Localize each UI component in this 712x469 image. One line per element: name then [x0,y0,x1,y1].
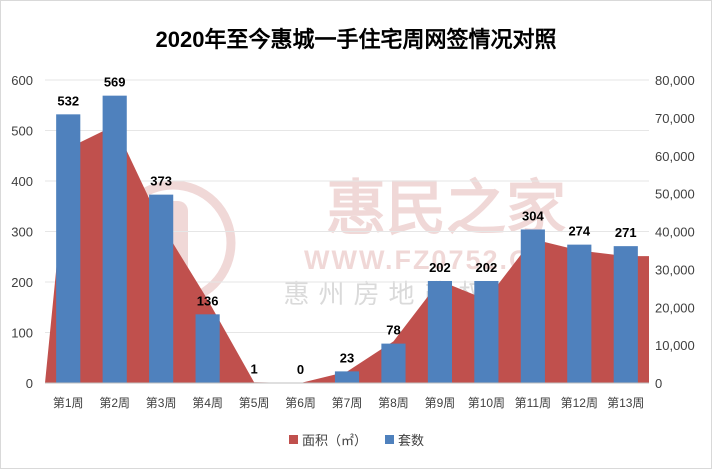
bar-data-label: 78 [386,323,400,338]
bar-data-label: 373 [150,174,172,189]
y-right-tick-label: 20,000 [655,300,695,315]
bar [381,343,406,383]
bar-data-label: 0 [297,362,304,377]
y-left-tick-label: 300 [11,225,33,240]
y-right-tick-label: 10,000 [655,338,695,353]
x-tick-label: 第5周 [239,396,270,410]
x-tick-label: 第13周 [607,396,644,410]
bar [520,229,545,383]
x-tick-label: 第4周 [192,396,223,410]
legend-label: 面积（㎡） [302,433,367,448]
data-labels: 532 569 373 136 1 0 23 78 202 202 304 274 271 [57,75,636,377]
chart-title: 2020年至今惠城一手住宅周网签情况对照 [156,27,557,52]
x-tick-label: 第1周 [53,396,84,410]
y-left-tick-label: 0 [26,376,33,391]
y-left-tick-label: 100 [11,326,33,341]
y-axis-left: 0 100 200 300 400 500 600 [11,73,33,391]
bar [149,194,174,383]
bar [195,314,220,383]
x-tick-label: 第9周 [425,396,456,410]
y-right-tick-label: 80,000 [655,73,695,88]
bar [474,280,499,383]
x-tick-label: 第7周 [332,396,363,410]
x-tick-label: 第3周 [146,396,177,410]
x-tick-label: 第12周 [561,396,598,410]
bar [427,280,453,383]
x-axis: 第1周 第2周 第3周 第4周 第5周 第6周 第7周 第8周 第9周 第10周 第11周 第12周第… [45,382,649,410]
x-tick-label: 第10周 [468,396,505,410]
y-right-tick-label: 60,000 [655,149,695,164]
bar-data-label: 274 [568,224,590,239]
y-axis-right: 0 10,000 20,000 30,000 40,000 50,000 60,000 70,… [655,73,695,391]
y-left-tick-label: 200 [11,275,33,290]
bar-data-label: 532 [57,93,79,108]
bar [567,244,592,383]
y-right-tick-label: 0 [655,376,662,391]
y-left-tick-label: 600 [11,73,33,88]
bar-data-label: 271 [615,225,637,240]
x-tick-label: 第11周 [515,396,551,410]
x-tick-label: 第6周 [285,396,316,410]
bar-data-label: 569 [104,75,126,90]
y-right-tick-label: 70,000 [655,111,695,126]
bar-data-label: 202 [476,260,498,275]
bar-data-label: 23 [340,350,354,365]
x-tick-label: 第2周 [99,396,130,410]
bar [334,371,360,383]
legend-swatch [385,435,394,444]
bar-data-label: 202 [429,260,451,275]
legend: 面积（㎡） 套数 [289,433,424,448]
bar [613,246,638,383]
bar-series [56,95,638,383]
y-right-tick-label: 30,000 [655,262,695,277]
y-left-tick-label: 500 [11,124,33,139]
bar [102,95,127,383]
legend-swatch [289,435,298,444]
y-left-tick-label: 400 [11,174,33,189]
y-right-tick-label: 50,000 [655,187,695,202]
legend-label: 套数 [398,433,424,448]
bar-data-label: 304 [522,208,544,223]
y-right-tick-label: 40,000 [655,225,695,240]
bar [56,114,81,383]
x-tick-label: 第8周 [378,396,409,410]
bar-data-label: 136 [197,293,219,308]
bar-data-label: 1 [250,361,257,376]
